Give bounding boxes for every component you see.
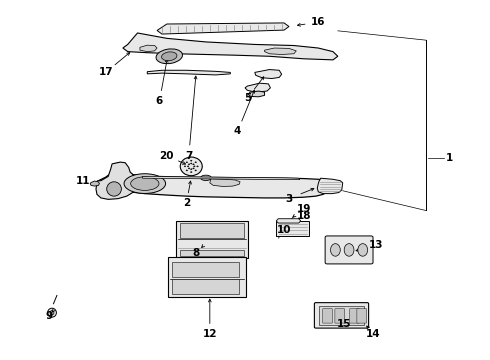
- Text: 1: 1: [445, 153, 453, 163]
- Text: 3: 3: [285, 194, 293, 204]
- FancyBboxPatch shape: [319, 306, 364, 325]
- Ellipse shape: [331, 244, 340, 256]
- FancyBboxPatch shape: [175, 221, 248, 258]
- Ellipse shape: [191, 160, 192, 161]
- Polygon shape: [147, 70, 230, 75]
- Polygon shape: [265, 48, 296, 54]
- Ellipse shape: [344, 244, 354, 256]
- Text: 7: 7: [185, 150, 193, 161]
- Text: 11: 11: [75, 176, 90, 186]
- Text: 10: 10: [277, 225, 292, 235]
- Text: 9: 9: [46, 311, 53, 321]
- Text: 12: 12: [202, 329, 217, 339]
- Ellipse shape: [200, 175, 211, 180]
- Ellipse shape: [180, 157, 202, 176]
- Polygon shape: [245, 83, 270, 92]
- Polygon shape: [276, 219, 301, 223]
- Ellipse shape: [197, 166, 198, 167]
- Polygon shape: [318, 178, 343, 194]
- FancyBboxPatch shape: [349, 309, 359, 323]
- Polygon shape: [143, 176, 300, 180]
- FancyBboxPatch shape: [172, 262, 239, 277]
- Ellipse shape: [131, 177, 159, 190]
- FancyBboxPatch shape: [323, 309, 332, 323]
- Text: 6: 6: [156, 96, 163, 106]
- Ellipse shape: [188, 168, 190, 169]
- FancyBboxPatch shape: [357, 309, 367, 323]
- FancyBboxPatch shape: [335, 309, 344, 323]
- FancyBboxPatch shape: [276, 221, 310, 236]
- Ellipse shape: [193, 164, 194, 165]
- Text: 14: 14: [366, 329, 380, 339]
- Text: 16: 16: [311, 17, 325, 27]
- Polygon shape: [255, 69, 282, 78]
- Text: 13: 13: [368, 240, 383, 250]
- Ellipse shape: [186, 170, 188, 171]
- Text: 20: 20: [160, 150, 174, 161]
- Ellipse shape: [50, 311, 54, 315]
- Ellipse shape: [107, 182, 122, 196]
- Text: 15: 15: [337, 319, 351, 329]
- Text: 18: 18: [296, 211, 311, 221]
- FancyBboxPatch shape: [180, 249, 244, 256]
- Polygon shape: [157, 23, 289, 34]
- Text: 2: 2: [183, 198, 190, 208]
- FancyBboxPatch shape: [168, 257, 246, 297]
- Ellipse shape: [48, 308, 56, 317]
- Text: 8: 8: [193, 248, 200, 258]
- Polygon shape: [140, 45, 157, 51]
- Polygon shape: [90, 181, 99, 186]
- Ellipse shape: [191, 172, 192, 173]
- FancyBboxPatch shape: [180, 223, 244, 238]
- Polygon shape: [123, 33, 338, 60]
- Polygon shape: [210, 179, 240, 186]
- Text: 4: 4: [234, 126, 242, 136]
- Ellipse shape: [193, 168, 194, 169]
- Ellipse shape: [358, 244, 368, 256]
- Text: 17: 17: [98, 67, 113, 77]
- Ellipse shape: [191, 163, 192, 164]
- Ellipse shape: [188, 164, 190, 165]
- FancyBboxPatch shape: [172, 279, 239, 294]
- Text: 5: 5: [244, 93, 251, 103]
- Ellipse shape: [184, 166, 186, 167]
- Ellipse shape: [187, 166, 189, 167]
- Polygon shape: [98, 163, 329, 198]
- Ellipse shape: [194, 166, 195, 167]
- Ellipse shape: [186, 162, 188, 163]
- Polygon shape: [248, 91, 265, 97]
- FancyBboxPatch shape: [315, 303, 368, 328]
- Ellipse shape: [156, 49, 182, 64]
- Ellipse shape: [195, 162, 196, 163]
- Ellipse shape: [162, 52, 177, 61]
- FancyBboxPatch shape: [325, 236, 373, 264]
- Ellipse shape: [195, 170, 196, 171]
- Ellipse shape: [124, 174, 166, 193]
- Polygon shape: [96, 162, 134, 199]
- Ellipse shape: [191, 169, 192, 170]
- Text: 19: 19: [296, 204, 311, 214]
